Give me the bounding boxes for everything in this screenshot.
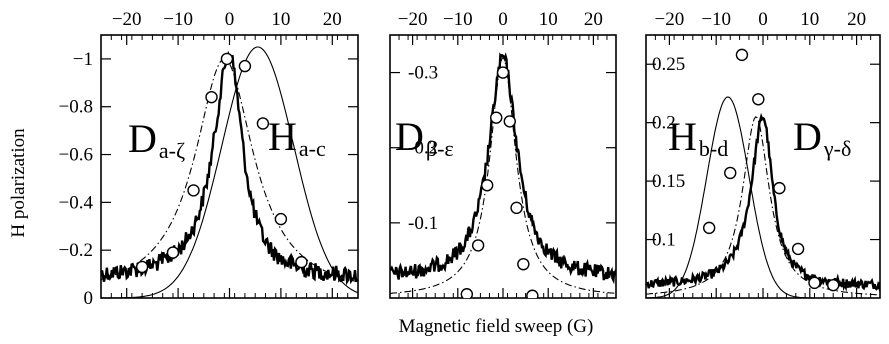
plot-area [101, 46, 358, 298]
series-line-dash-dot [646, 116, 880, 296]
series-line-thick-noisy [646, 112, 880, 292]
x-tick-label: 10 [800, 9, 819, 30]
y-tick-label: 0.25 [652, 54, 685, 75]
data-point-circle [256, 117, 270, 130]
series-line-dash-dot [390, 56, 616, 294]
x-tick-label: 0 [758, 9, 768, 30]
x-tick-label: 10 [539, 9, 558, 30]
y-tick-label: -0.2 [408, 138, 438, 159]
chart-panel-middle: −20 −10 0 10 20 -0.1 -0.2 -0.3 Dβ-ε [389, 9, 617, 299]
curve-label-main: D [128, 116, 157, 161]
curve-label: Dβ-ε [395, 114, 454, 161]
data-point-circle [517, 257, 530, 271]
curve-label-main: H [268, 114, 297, 159]
data-point-circle [752, 93, 765, 106]
curve-label-main: H [668, 114, 697, 159]
series-line-thin [101, 46, 358, 298]
y-tick-label: -0.1 [408, 213, 438, 234]
data-point-circle [735, 48, 749, 62]
series-line-thin [646, 96, 880, 298]
data-point-circle [274, 212, 288, 226]
data-point-circle [220, 52, 234, 66]
y-tick-label: −0.8 [59, 97, 93, 118]
data-point-circle [496, 66, 510, 79]
plot-area [646, 48, 880, 298]
y-axis-title: H polarization [8, 128, 29, 238]
series-line-thick-noisy [390, 52, 616, 285]
y-tick-label: −0.6 [59, 145, 93, 166]
x-tick-label: 20 [847, 9, 866, 30]
data-point-circle [490, 111, 503, 124]
curve-label: Ha-c [268, 114, 326, 161]
data-point-circle [480, 179, 494, 192]
plot-area [390, 52, 616, 298]
data-point-circle [187, 184, 200, 197]
curve-label: Dγ-δ [793, 114, 851, 161]
y-tick-label: -0.3 [408, 63, 438, 84]
curve-label-main: D [793, 114, 822, 159]
x-tick-label: −20 [112, 9, 142, 30]
y-tick-label: −1 [73, 49, 93, 70]
x-tick-label: 20 [323, 9, 342, 30]
data-point-circle [773, 181, 786, 195]
x-tick-label: 0 [498, 9, 508, 30]
data-point-circle [510, 201, 523, 215]
curve-label-main: D [395, 114, 424, 159]
data-point-circle [471, 239, 485, 252]
data-point-circle [166, 246, 180, 259]
data-point-circle [702, 221, 716, 235]
x-tick-label: −10 [443, 9, 473, 30]
x-tick-label: 0 [225, 9, 235, 30]
panels: −20 −10 0 10 200−0.2−0.4−0.6−0.8−1Da-ζ Ha-c−2… [59, 9, 881, 309]
series-line-thick-noisy [101, 50, 358, 286]
x-tick-label: −20 [655, 9, 685, 30]
plot-frame [100, 34, 359, 299]
x-tick-label: 10 [271, 9, 290, 30]
x-tick-label: −20 [398, 9, 428, 30]
data-point-circle [135, 260, 149, 274]
curve-label: Da-ζ [128, 116, 185, 163]
series-line-dash-dot [101, 58, 358, 283]
y-tick-label: −0.4 [59, 192, 94, 213]
curve-label-subscript: γ-δ [823, 136, 851, 161]
chart-panel-left: −20 −10 0 10 20 0 −0.2 −0.4 −0.6 −0.8 −1 Da-ζ Ha-c [59, 9, 359, 309]
data-point-circle [526, 289, 539, 298]
data-point-circle [503, 115, 516, 128]
data-point-circle [827, 278, 840, 292]
y-tick-label: 0.15 [652, 171, 685, 192]
data-point-circle [295, 255, 308, 269]
data-point-circle [808, 276, 821, 290]
x-tick-label: 20 [584, 9, 603, 30]
data-point-circle [205, 90, 218, 104]
y-tick-label: 0 [84, 288, 94, 309]
data-point-circle [460, 288, 474, 298]
data-point-circle [724, 166, 737, 180]
curve-label-subscript: a-c [299, 136, 326, 161]
x-axis-title: Magnetic field sweep (G) [399, 316, 594, 337]
y-tick-label: 0.2 [652, 113, 676, 134]
chart-panel-right: −20 −10 0 10 20 0.1 0.15 0.2 0.25 Hb-d Dγ-δ [645, 9, 881, 299]
y-tick-label: −0.2 [59, 240, 93, 261]
data-point-circle [238, 59, 252, 73]
data-point-circle [791, 242, 805, 256]
curve-label-subscript: b-d [699, 136, 728, 161]
y-tick-label: 0.1 [652, 230, 676, 251]
curve-label-subscript: β-ε [426, 136, 454, 161]
curve-label: Hb-d [668, 114, 728, 161]
x-tick-label: −10 [163, 9, 193, 30]
curve-label-subscript: a-ζ [159, 138, 185, 163]
x-tick-label: −10 [701, 9, 731, 30]
